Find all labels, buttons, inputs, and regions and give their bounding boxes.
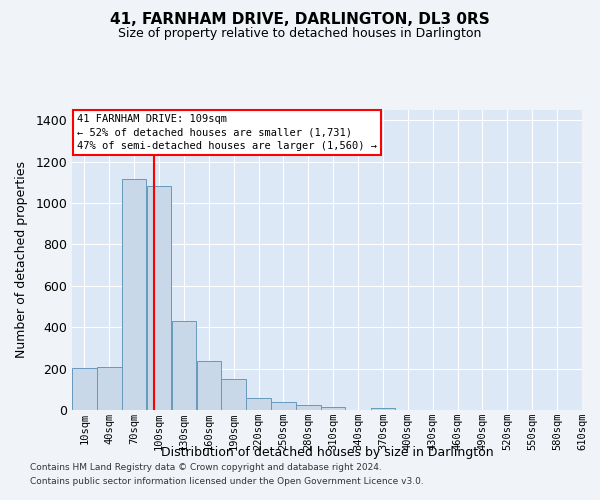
Text: Size of property relative to detached houses in Darlington: Size of property relative to detached ho… — [118, 28, 482, 40]
Bar — [321, 407, 346, 410]
Bar — [247, 398, 271, 410]
Bar — [371, 408, 395, 410]
Text: Distribution of detached houses by size in Darlington: Distribution of detached houses by size … — [161, 446, 493, 459]
Bar — [72, 368, 97, 410]
Bar — [147, 186, 172, 410]
Text: Contains public sector information licensed under the Open Government Licence v3: Contains public sector information licen… — [30, 477, 424, 486]
Text: Contains HM Land Registry data © Crown copyright and database right 2024.: Contains HM Land Registry data © Crown c… — [30, 464, 382, 472]
Y-axis label: Number of detached properties: Number of detached properties — [16, 162, 28, 358]
Bar — [97, 366, 122, 410]
Bar — [197, 362, 221, 410]
Bar — [221, 380, 246, 410]
Text: 41 FARNHAM DRIVE: 109sqm
← 52% of detached houses are smaller (1,731)
47% of sem: 41 FARNHAM DRIVE: 109sqm ← 52% of detach… — [77, 114, 377, 151]
Bar — [122, 180, 146, 410]
Text: 41, FARNHAM DRIVE, DARLINGTON, DL3 0RS: 41, FARNHAM DRIVE, DARLINGTON, DL3 0RS — [110, 12, 490, 28]
Bar — [296, 405, 320, 410]
Bar — [271, 402, 296, 410]
Bar — [172, 321, 196, 410]
